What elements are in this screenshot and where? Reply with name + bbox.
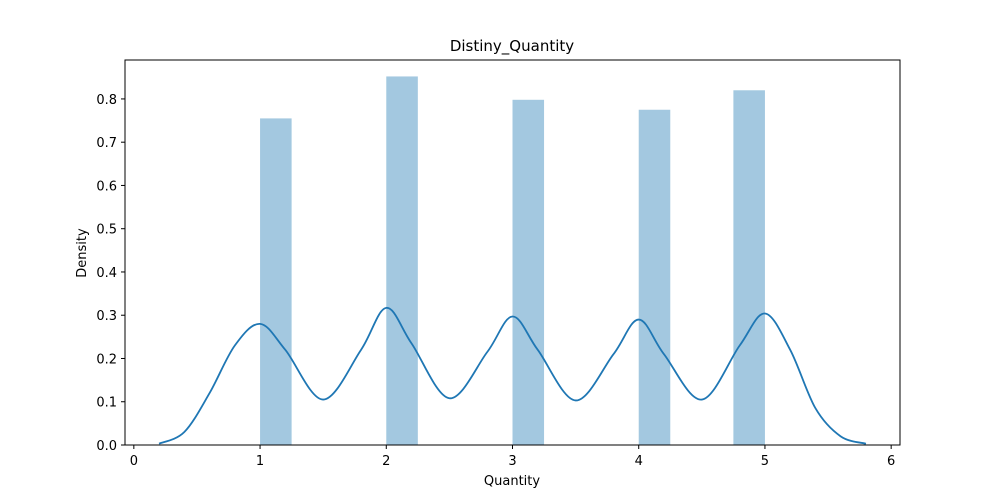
histogram-bars — [260, 76, 765, 446]
x-tick-label: 5 — [761, 454, 769, 469]
x-axis-label: Quantity — [484, 474, 540, 489]
x-tick-label: 6 — [887, 454, 895, 469]
y-tick-label: 0.0 — [96, 439, 117, 454]
x-tick-label: 4 — [635, 454, 643, 469]
histogram-bar — [260, 118, 292, 446]
y-tick-label: 0.5 — [96, 223, 117, 238]
x-axis: 0 1 2 3 4 5 6 — [130, 445, 895, 469]
y-tick-label: 0.4 — [96, 266, 117, 281]
x-tick-label: 0 — [130, 454, 138, 469]
histogram-bar — [386, 76, 418, 445]
histogram-bar — [733, 90, 765, 446]
y-tick-label: 0.7 — [96, 136, 117, 151]
y-tick-label: 0.2 — [96, 352, 117, 367]
histogram-bar — [512, 99, 545, 445]
kde-line — [158, 306, 867, 445]
x-tick-label: 1 — [256, 454, 264, 469]
kde-curve — [158, 306, 867, 445]
x-tick-label: 3 — [508, 454, 516, 469]
y-tick-label: 0.8 — [96, 93, 117, 108]
y-axis-label: Density — [75, 228, 90, 278]
y-axis: 0.0 0.1 0.2 0.3 0.4 0.5 0.6 0.7 0.8 — [96, 93, 125, 454]
y-tick-label: 0.6 — [96, 179, 117, 194]
y-tick-label: 0.1 — [96, 396, 117, 411]
y-tick-label: 0.3 — [96, 309, 117, 324]
chart-title: Distiny_Quantity — [450, 37, 574, 56]
x-tick-label: 2 — [382, 454, 390, 469]
histogram-bar — [638, 109, 671, 445]
